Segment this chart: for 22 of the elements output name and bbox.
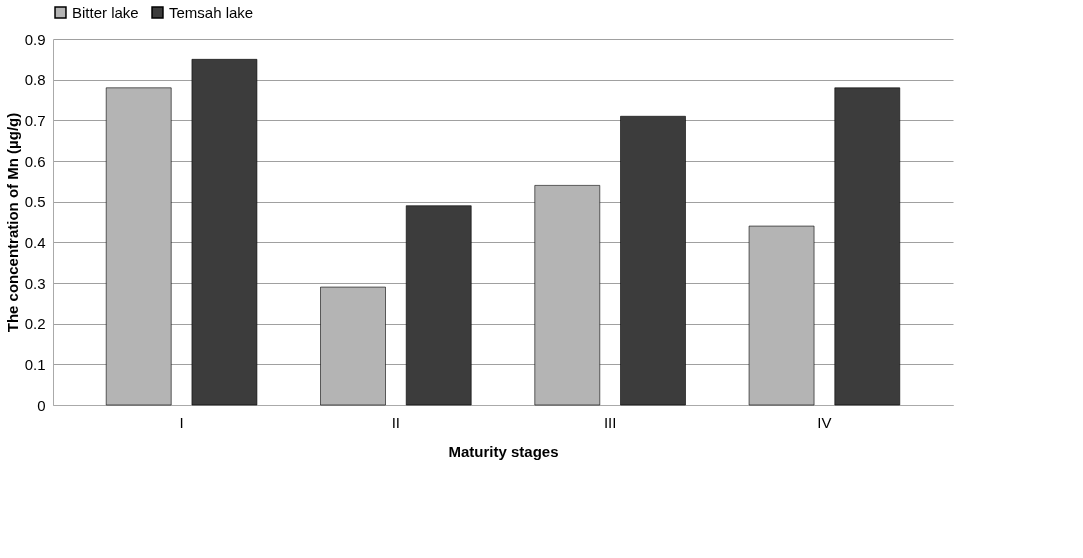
bar	[834, 87, 901, 406]
x-tick-label: II	[391, 413, 401, 431]
y-tick-label: 0.1	[24, 355, 46, 373]
y-tick-label: 0	[37, 396, 46, 414]
y-tick-label: 0.5	[24, 193, 46, 211]
bar	[405, 205, 472, 406]
y-axis-title: The concentration of Mn (µg/g)	[3, 112, 21, 333]
y-tick-label: 0.2	[24, 315, 46, 333]
y-tick-label: 0.4	[24, 233, 46, 251]
y-tick-label: 0.7	[24, 111, 46, 129]
bar	[620, 115, 686, 406]
x-tick-label: IV	[817, 413, 832, 431]
x-tick-label: III	[603, 413, 617, 431]
y-tick-label: 0.8	[24, 71, 46, 89]
legend-label: Bitter lake	[72, 3, 139, 21]
legend-label: Temsah lake	[169, 3, 254, 21]
bar	[191, 59, 258, 406]
y-tick-label: 0.3	[24, 274, 46, 292]
y-tick-label: 0.6	[24, 152, 46, 170]
x-axis-title: Maturity stages	[448, 442, 559, 460]
y-tick-label: 0.9	[24, 30, 46, 48]
x-tick-label: I	[179, 413, 184, 431]
